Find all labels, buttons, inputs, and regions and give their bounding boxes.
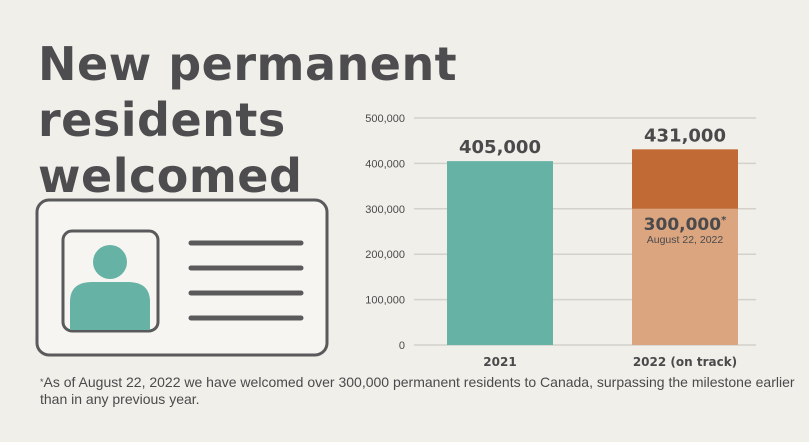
page-title: New permanent residents welcomed <box>38 36 698 204</box>
x-category-label: 2022 (on track) <box>633 355 737 369</box>
title-line-1: New permanent residents <box>38 37 458 147</box>
bar-total-label: 405,000 <box>459 137 541 158</box>
person-avatar-icon <box>70 245 150 330</box>
y-tick-label: 400,000 <box>365 158 405 170</box>
title-line-2: welcomed <box>38 149 303 203</box>
y-tick-label: 100,000 <box>365 295 405 307</box>
footnote-marker: * <box>40 377 44 387</box>
y-tick-label: 500,000 <box>365 113 405 125</box>
bar-total-label: 431,000 <box>644 125 726 146</box>
y-tick-label: 300,000 <box>365 204 405 216</box>
segment-sublabel: August 22, 2022 <box>647 234 724 246</box>
x-category-label: 2021 <box>483 355 516 369</box>
footnote-text: As of August 22, 2022 we have welcomed o… <box>40 374 795 407</box>
segment-value-label: 300,000* <box>644 215 727 235</box>
bar-segment <box>447 161 553 345</box>
y-tick-label: 0 <box>399 340 405 352</box>
bar-segment <box>632 149 738 209</box>
bar-segment <box>632 208 738 345</box>
y-tick-label: 200,000 <box>365 249 405 261</box>
footnote: *As of August 22, 2022 we have welcomed … <box>40 374 800 408</box>
segment-label-marker: * <box>721 215 727 226</box>
